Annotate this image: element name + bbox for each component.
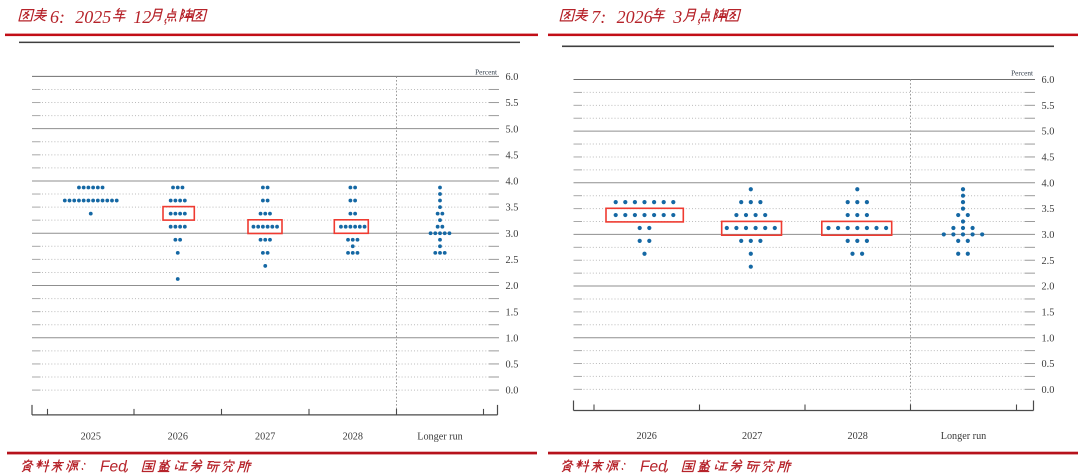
svg-text:2026: 2026	[637, 431, 657, 442]
svg-text:2025: 2025	[75, 7, 111, 27]
svg-text:5.5: 5.5	[506, 98, 519, 109]
svg-text:12: 12	[133, 7, 151, 27]
svg-text:2.5: 2.5	[1042, 256, 1055, 267]
svg-text:5.0: 5.0	[1042, 127, 1055, 138]
svg-text:4.0: 4.0	[506, 177, 519, 188]
svg-text:Percent: Percent	[475, 67, 497, 76]
svg-text:6.0: 6.0	[506, 72, 519, 83]
svg-text:7:: 7:	[591, 7, 606, 27]
svg-text:2.5: 2.5	[506, 255, 519, 266]
svg-text:5.5: 5.5	[1042, 101, 1055, 112]
svg-text:Percent: Percent	[1011, 68, 1033, 77]
svg-text:0.5: 0.5	[506, 360, 519, 371]
svg-text:6.0: 6.0	[1042, 75, 1055, 86]
svg-text:Longer run: Longer run	[941, 431, 987, 442]
svg-text:3.5: 3.5	[1042, 204, 1055, 215]
svg-text:1.0: 1.0	[506, 333, 519, 344]
svg-text:3.0: 3.0	[506, 229, 519, 240]
svg-text:2027: 2027	[255, 431, 275, 442]
svg-text:2027: 2027	[742, 431, 762, 442]
svg-text:1.5: 1.5	[1042, 308, 1055, 319]
svg-text:2026: 2026	[168, 431, 188, 442]
svg-text:4.0: 4.0	[1042, 178, 1055, 189]
svg-text:0.0: 0.0	[1042, 385, 1055, 396]
svg-text:2.0: 2.0	[506, 281, 519, 292]
svg-text:6:: 6:	[50, 7, 65, 27]
svg-text:Longer run: Longer run	[417, 431, 463, 442]
svg-text:1.0: 1.0	[1042, 333, 1055, 344]
svg-text:1.5: 1.5	[506, 307, 519, 318]
svg-text:Fed: Fed	[100, 458, 128, 475]
svg-text:3.0: 3.0	[1042, 230, 1055, 241]
svg-text:2025: 2025	[81, 431, 101, 442]
svg-text:0.0: 0.0	[506, 386, 519, 397]
svg-text:3.5: 3.5	[506, 203, 519, 214]
svg-text:Fed: Fed	[640, 458, 668, 475]
svg-text:2028: 2028	[848, 431, 868, 442]
svg-text:5.0: 5.0	[506, 124, 519, 135]
svg-text:3: 3	[672, 7, 682, 27]
svg-text:2.0: 2.0	[1042, 282, 1055, 293]
svg-text:2026: 2026	[617, 7, 653, 27]
svg-text:0.5: 0.5	[1042, 359, 1055, 370]
svg-text:4.5: 4.5	[506, 150, 519, 161]
svg-text:2028: 2028	[343, 431, 363, 442]
svg-text:4.5: 4.5	[1042, 153, 1055, 164]
